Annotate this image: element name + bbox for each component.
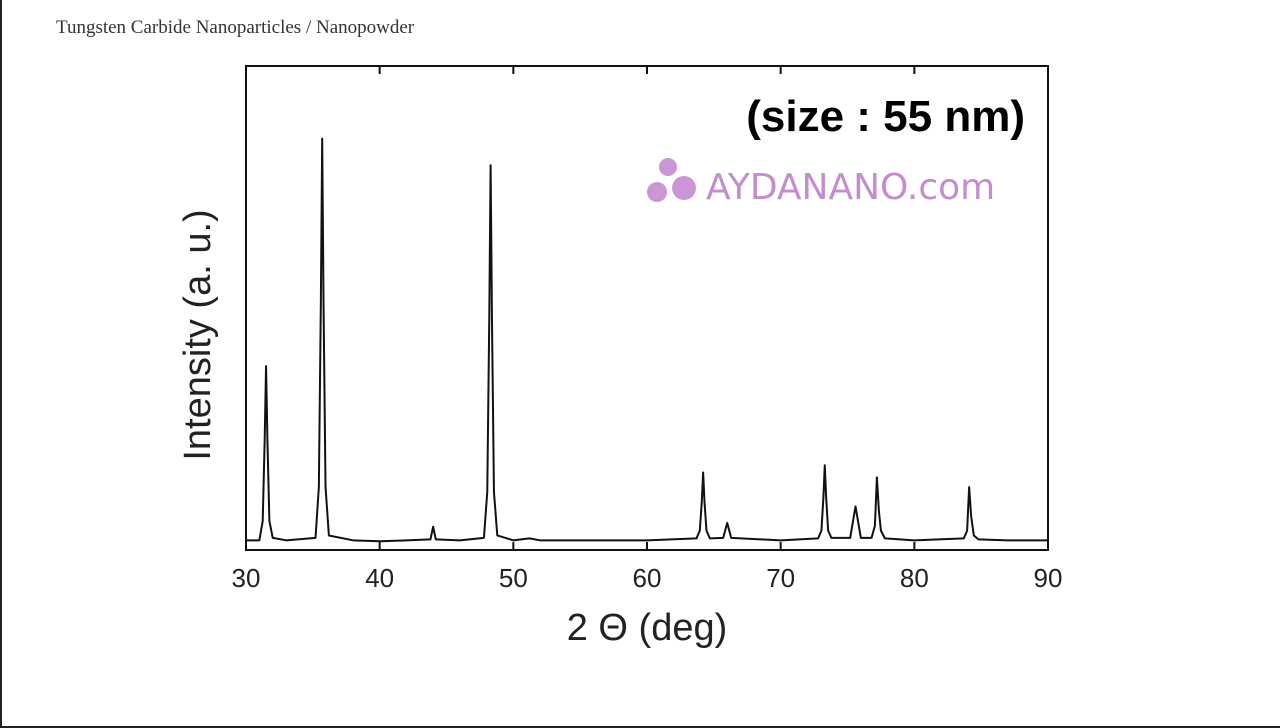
x-tick-label: 70 (766, 563, 795, 593)
data-line (246, 137, 1048, 543)
watermark-logo (647, 158, 696, 202)
watermark: AYDANANO.com (706, 167, 995, 208)
x-tick-label: 90 (1034, 563, 1063, 593)
x-tick-label: 60 (633, 563, 662, 593)
page-title: Tungsten Carbide Nanoparticles / Nanopow… (56, 17, 415, 38)
annotation: (size : 55 nm) (746, 92, 1025, 141)
x-tick-label: 40 (365, 563, 394, 593)
x-tick-label: 30 (232, 563, 261, 593)
y-axis-label: Intensity (a. u.) (177, 209, 219, 460)
x-tick-label: 50 (499, 563, 528, 593)
x-tick-label: 80 (900, 563, 929, 593)
x-axis-label: 2 Θ (deg) (567, 607, 728, 649)
